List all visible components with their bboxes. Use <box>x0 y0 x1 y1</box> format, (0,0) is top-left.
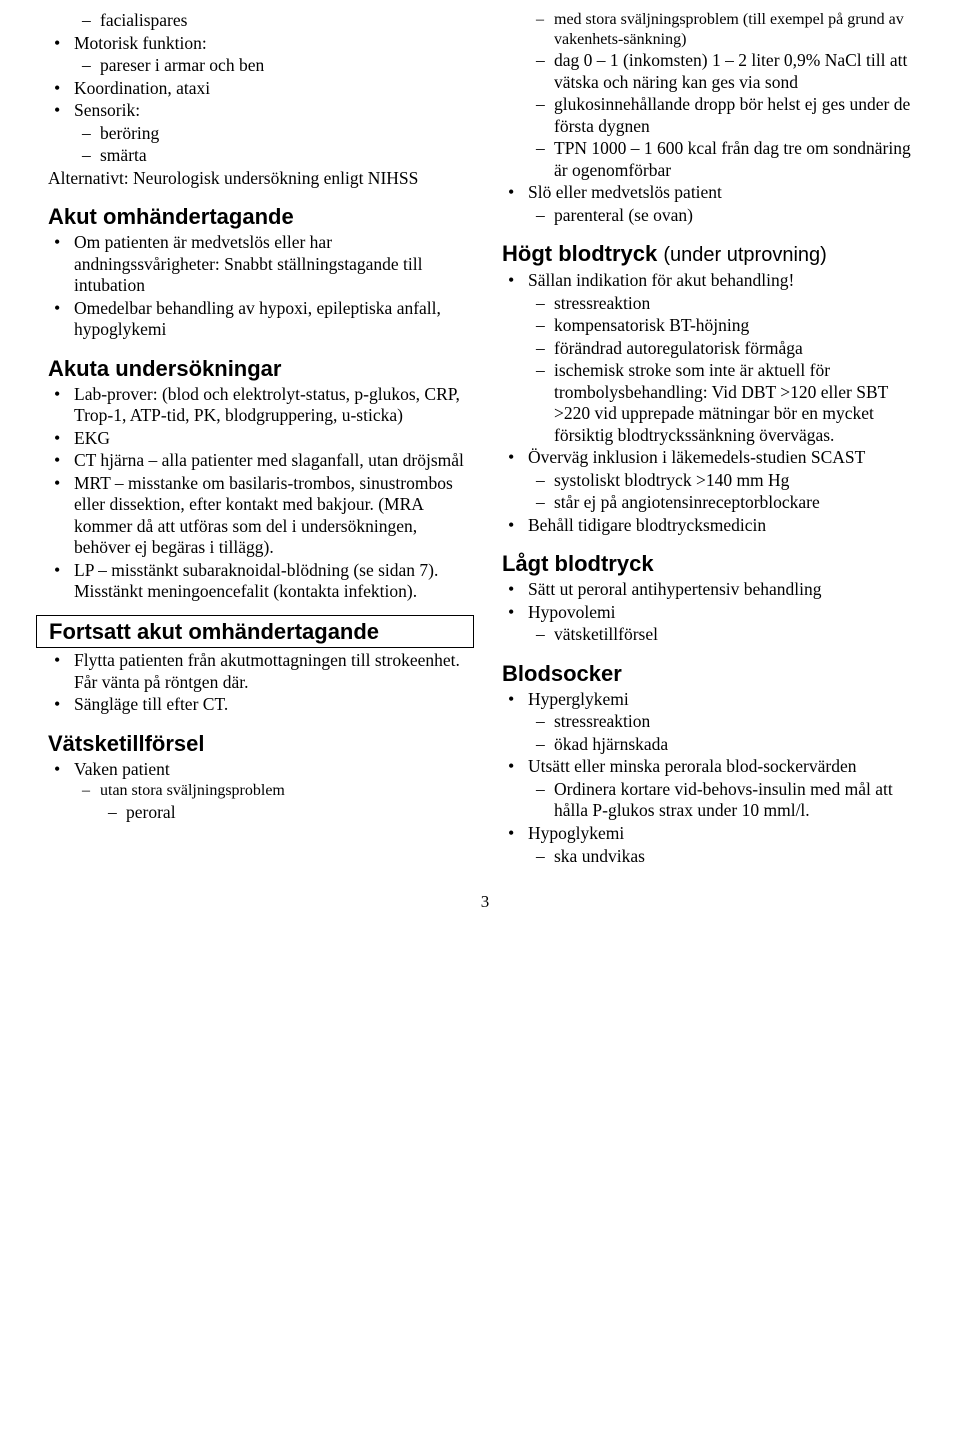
akuta-undersokningar-list: Lab-prover: (blod och elektrolyt-status,… <box>48 384 468 603</box>
list-item: Omedelbar behandling av hypoxi, epilepti… <box>48 298 468 341</box>
two-column-layout: facialispares Motorisk funktion: pareser… <box>48 10 922 868</box>
sensorik-dash-list: beröring smärta <box>48 123 468 167</box>
alternativ-line: Alternativt: Neurologisk undersökning en… <box>48 168 468 190</box>
list-item: Behåll tidigare blodtrycksmedicin <box>502 515 922 537</box>
list-item: Hypovolemi <box>502 602 922 624</box>
hogt-bt-dash-list: stressreaktion kompensatorisk BT-höjning… <box>502 293 922 447</box>
list-item: utan stora sväljningsproblem <box>74 781 468 801</box>
heading-fortsatt-akut: Fortsatt akut omhändertagande <box>39 618 471 645</box>
blodsocker-list-2: Utsätt eller minska perorala blod-socker… <box>502 756 922 778</box>
hogt-bt-item2-dash-list: systoliskt blodtryck >140 mm Hg står ej … <box>502 470 922 514</box>
blodsocker-list-1: Hyperglykemi <box>502 689 922 711</box>
list-item: Ordinera kortare vid-behovs-insulin med … <box>528 779 922 822</box>
list-item: Vaken patient <box>48 759 468 781</box>
right-top-dash-list: med stora sväljningsproblem (till exempe… <box>502 10 922 181</box>
list-item: facialispares <box>74 10 468 32</box>
slo-list: Slö eller medvetslös patient <box>502 182 922 204</box>
motorisk-list: Motorisk funktion: <box>48 33 468 55</box>
list-item: stressreaktion <box>528 293 922 315</box>
list-item: Koordination, ataxi <box>48 78 468 100</box>
blodsocker-dash-list-1: stressreaktion ökad hjärnskada <box>502 711 922 755</box>
list-item: Hypoglykemi <box>502 823 922 845</box>
list-item: Utsätt eller minska perorala blod-socker… <box>502 756 922 778</box>
list-item: MRT – misstanke om basilaris-trombos, si… <box>48 473 468 559</box>
boxed-heading-fortsatt: Fortsatt akut omhändertagande <box>36 615 474 648</box>
left-column: facialispares Motorisk funktion: pareser… <box>48 10 468 868</box>
list-item: CT hjärna – alla patienter med slaganfal… <box>48 450 468 472</box>
vaken-dash-list: utan stora sväljningsproblem <box>48 781 468 801</box>
heading-hogt-blodtryck-text: Högt blodtryck <box>502 241 657 266</box>
list-item: smärta <box>74 145 468 167</box>
list-item: EKG <box>48 428 468 450</box>
list-item: Flytta patienten från akutmottagningen t… <box>48 650 468 693</box>
fortsatt-list: Flytta patienten från akutmottagningen t… <box>48 650 468 716</box>
blodsocker-dash-list-3: ska undvikas <box>502 846 922 868</box>
intro-dash-list: facialispares <box>48 10 468 32</box>
heading-vatsketillforsel: Vätsketillförsel <box>48 730 468 757</box>
vaken-dash-list-2: peroral <box>48 802 468 824</box>
heading-akuta-undersokningar: Akuta undersökningar <box>48 355 468 382</box>
list-item: vätsketillförsel <box>528 624 922 646</box>
list-item: peroral <box>100 802 468 824</box>
list-item: Sängläge till efter CT. <box>48 694 468 716</box>
blodsocker-dash-list-2: Ordinera kortare vid-behovs-insulin med … <box>502 779 922 822</box>
list-item: Motorisk funktion: <box>48 33 468 55</box>
list-item: Hyperglykemi <box>502 689 922 711</box>
list-item: Sätt ut peroral antihypertensiv behandli… <box>502 579 922 601</box>
page-number: 3 <box>48 892 922 913</box>
list-item: dag 0 – 1 (inkomsten) 1 – 2 liter 0,9% N… <box>528 50 922 93</box>
list-item: pareser i armar och ben <box>74 55 468 77</box>
list-item: systoliskt blodtryck >140 mm Hg <box>528 470 922 492</box>
list-item: LP – misstänkt subaraknoidal-blödning (s… <box>48 560 468 603</box>
list-item: Slö eller medvetslös patient <box>502 182 922 204</box>
list-item: Om patienten är medvetslös eller har and… <box>48 232 468 297</box>
koordination-list: Koordination, ataxi Sensorik: <box>48 78 468 122</box>
list-item: TPN 1000 – 1 600 kcal från dag tre om so… <box>528 138 922 181</box>
heading-akut-omhandertagande: Akut omhändertagande <box>48 203 468 230</box>
list-item: Sensorik: <box>48 100 468 122</box>
list-item: med stora sväljningsproblem (till exempe… <box>528 10 922 49</box>
list-item: parenteral (se ovan) <box>528 205 922 227</box>
list-item: förändrad autoregulatorisk förmåga <box>528 338 922 360</box>
motorisk-dash-list: pareser i armar och ben <box>48 55 468 77</box>
hogt-bt-list: Sällan indikation för akut behandling! <box>502 270 922 292</box>
lagt-bt-list: Sätt ut peroral antihypertensiv behandli… <box>502 579 922 623</box>
hogt-bt-list-3: Behåll tidigare blodtrycksmedicin <box>502 515 922 537</box>
heading-hogt-blodtryck-paren: (under utprovning) <box>663 244 826 266</box>
list-item: Sällan indikation för akut behandling! <box>502 270 922 292</box>
list-item: stressreaktion <box>528 711 922 733</box>
blodsocker-list-3: Hypoglykemi <box>502 823 922 845</box>
list-item: står ej på angiotensinreceptorblockare <box>528 492 922 514</box>
heading-blodsocker: Blodsocker <box>502 660 922 687</box>
slo-dash-list: parenteral (se ovan) <box>502 205 922 227</box>
list-item: kompensatorisk BT-höjning <box>528 315 922 337</box>
hogt-bt-list-2: Överväg inklusion i läkemedels-studien S… <box>502 447 922 469</box>
list-item: glukosinnehållande dropp bör helst ej ge… <box>528 94 922 137</box>
list-item: Överväg inklusion i läkemedels-studien S… <box>502 447 922 469</box>
list-item: beröring <box>74 123 468 145</box>
right-column: med stora sväljningsproblem (till exempe… <box>502 10 922 868</box>
list-item: ökad hjärnskada <box>528 734 922 756</box>
akut-omhandertagande-list: Om patienten är medvetslös eller har and… <box>48 232 468 341</box>
heading-hogt-blodtryck: Högt blodtryck (under utprovning) <box>502 240 922 268</box>
list-item: ischemisk stroke som inte är aktuell för… <box>528 360 922 446</box>
vatsketillforsel-list: Vaken patient <box>48 759 468 781</box>
heading-lagt-blodtryck: Lågt blodtryck <box>502 550 922 577</box>
lagt-bt-dash-list: vätsketillförsel <box>502 624 922 646</box>
list-item: ska undvikas <box>528 846 922 868</box>
list-item: Lab-prover: (blod och elektrolyt-status,… <box>48 384 468 427</box>
